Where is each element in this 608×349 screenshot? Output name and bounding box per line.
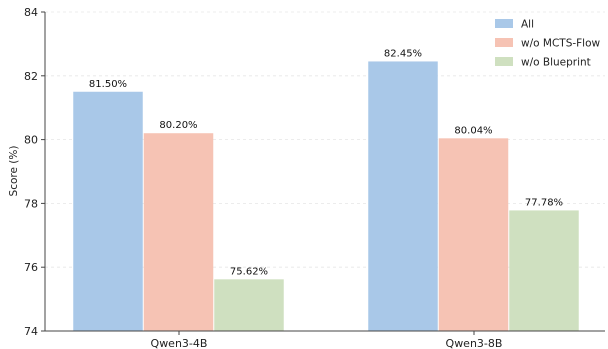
y-tick-label: 80 [24,134,38,147]
data-label: 75.62% [230,266,268,277]
x-tick-label: Qwen3-8B [446,337,503,349]
bars [73,61,579,331]
legend-swatch [495,38,513,47]
legend-swatch [495,19,513,28]
bar [438,138,509,331]
data-label: 81.50% [89,79,127,90]
legend: All w/o MCTS-Flow w/o Blueprint [495,19,601,69]
bar [509,210,579,331]
y-axis-title: Score (%) [8,146,20,197]
y-tick-label: 78 [24,197,38,210]
bar [368,61,438,331]
data-label: 77.78% [525,197,563,208]
bar [73,91,143,331]
legend-label: All [521,19,534,31]
y-tick-label: 76 [24,261,38,274]
x-tick-label: Qwen3-4B [151,337,208,349]
data-label: 80.20% [159,120,197,131]
bar [143,133,214,331]
legend-swatch [495,57,513,66]
y-tick-label: 82 [24,70,38,83]
legend-label: w/o MCTS-Flow [521,38,601,50]
legend-label: w/o Blueprint [521,57,591,69]
axes [44,12,605,332]
y-tick-label: 84 [24,6,38,19]
data-label: 80.04% [454,125,492,136]
y-tick-label: 74 [24,325,38,338]
x-ticks: Qwen3-4B Qwen3-8B [151,331,503,349]
data-label: 82.45% [384,48,422,59]
data-labels: 81.50% 80.20% 75.62% 82.45% 80.04% 77.78% [89,48,563,277]
y-ticks: 74 76 78 80 82 84 [24,6,45,338]
bar [214,279,284,331]
